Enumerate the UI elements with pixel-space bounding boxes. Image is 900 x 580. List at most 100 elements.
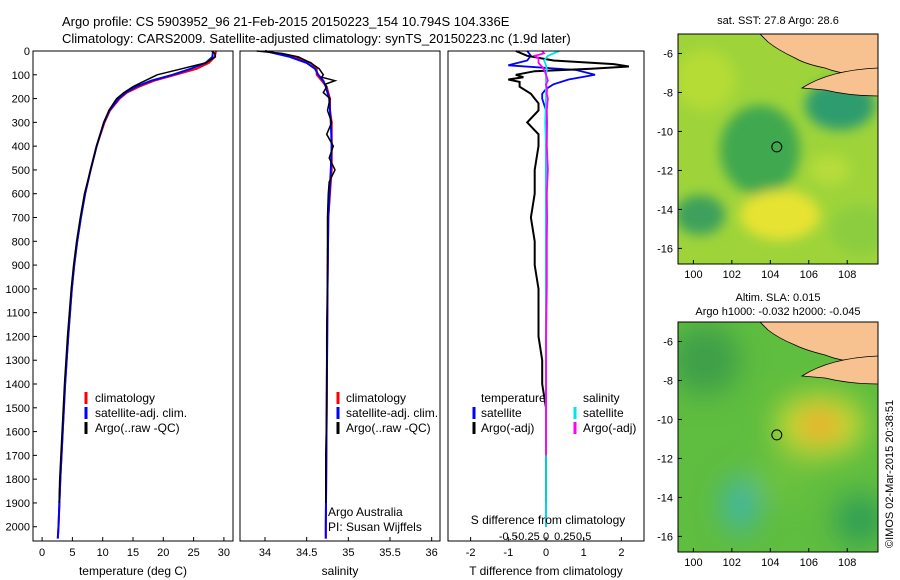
s-difference-ticks: -0.5-0.25 0 0.25 0.5 xyxy=(499,531,592,543)
legend-label-t-satellite: satellite xyxy=(481,406,522,420)
salinity-plot: 34 34.5 35 35.5 36 xyxy=(256,50,438,559)
x-tick-label: -1 xyxy=(503,547,513,559)
map-x-tick-label: 102 xyxy=(723,557,741,569)
legend-label-s-satellite: satellite xyxy=(583,406,624,420)
sst-map-axes: 100 102 104 106 108 -6 -8 -10 -12 -14 -16 xyxy=(657,48,856,281)
legend-heading-temperature: temperature xyxy=(481,391,546,405)
sst-map-title: sat. SST: 27.8 Argo: 28.6 xyxy=(717,15,839,27)
sla-map-frame xyxy=(677,321,879,553)
x-tick-label: 1 xyxy=(581,547,587,559)
x-tick-label: 34.5 xyxy=(296,547,317,559)
depth-tick-label: 1900 xyxy=(6,498,30,510)
sst-map-panel: sat. SST: 27.8 Argo: 28.6 100 102 104 106 10… xyxy=(657,15,879,281)
x-tick-label: 30 xyxy=(218,547,230,559)
series-line-temperature-argo-adj- xyxy=(508,50,630,503)
map-x-tick-label: 100 xyxy=(684,557,702,569)
header-line-1: Argo profile: CS 5903952_96 21-Feb-2015 … xyxy=(62,14,510,29)
depth-tick-label: 0 xyxy=(24,46,30,58)
s-diff-tick-label: 0 xyxy=(543,531,549,543)
x-tick-label: 20 xyxy=(157,547,169,559)
salinity-panel: 34 34.5 35 35.5 36 salinity climatology sate… xyxy=(239,50,441,578)
s-difference-label: S difference from climatology xyxy=(471,513,626,527)
map-y-tick-label: -10 xyxy=(657,414,673,426)
s-diff-tick-label: -0.25 xyxy=(515,531,540,543)
legend-label-t-argo: Argo(-adj) xyxy=(481,421,534,435)
map-y-tick-label: -6 xyxy=(663,336,673,348)
depth-tick-label: 1400 xyxy=(6,379,30,391)
sla-map-subtitle: Argo h1000: -0.032 h2000: -0.045 xyxy=(695,306,860,318)
map-y-tick-label: -14 xyxy=(657,204,673,216)
x-tick-label: 35 xyxy=(342,547,354,559)
series-line-climatology xyxy=(264,50,333,539)
map-y-tick-label: -6 xyxy=(663,48,673,60)
depth-tick-label: 1200 xyxy=(6,331,30,343)
header-line-2: Climatology: CARS2009. Satellite-adjuste… xyxy=(62,31,571,46)
sla-map-title: Altim. SLA: 0.015 xyxy=(736,292,821,304)
difference-legend-salinity: salinity satellite Argo(-adj) xyxy=(573,391,636,435)
sla-map-panel: Altim. SLA: 0.015 Argo h1000: -0.032 h20… xyxy=(657,292,879,569)
depth-tick-label: 2000 xyxy=(6,522,30,534)
x-tick-label: 0 xyxy=(39,547,45,559)
sla-argo-position-marker xyxy=(771,429,783,441)
s-diff-tick-label: -0.5 xyxy=(499,531,518,543)
map-x-tick-label: 104 xyxy=(761,269,779,281)
sst-map-frame xyxy=(677,33,879,265)
depth-tick-label: 200 xyxy=(12,94,30,106)
depth-tick-label: 900 xyxy=(12,260,30,272)
map-y-tick-label: -8 xyxy=(663,375,673,387)
series-line-argo-raw-qc- xyxy=(58,50,217,503)
legend-label-satellite: satellite-adj. clim. xyxy=(95,406,187,420)
map-y-tick-label: -10 xyxy=(657,126,673,138)
x-tick-label: 5 xyxy=(69,547,75,559)
imos-stamp: ©IMOS 02-Mar-2015 20:38:51 xyxy=(884,400,896,548)
salinity-legend: climatology satellite-adj. clim. Argo(..… xyxy=(336,391,438,435)
depth-tick-label: 500 xyxy=(12,165,30,177)
series-line-temperature-satellite xyxy=(508,50,596,527)
sla-map-axes: 100 102 104 106 108 -6 -8 -10 -12 -14 -16 xyxy=(657,336,856,569)
difference-panel: -2 -1 0 1 2 T difference from climatology S … xyxy=(447,50,645,578)
map-y-tick-label: -16 xyxy=(657,531,673,543)
series-line-argo-raw-qc- xyxy=(256,50,338,503)
series-line-satellite-adj-clim- xyxy=(264,50,333,539)
salinity-xlabel: salinity xyxy=(322,564,359,578)
temperature-panel: 0100200300400500600700800900100011001200… xyxy=(6,46,234,578)
x-tick-label: 36 xyxy=(426,547,438,559)
sst-map-field xyxy=(678,34,878,264)
depth-tick-label: 800 xyxy=(12,236,30,248)
depth-tick-label: 1000 xyxy=(6,284,30,296)
x-tick-label: 2 xyxy=(618,547,624,559)
series-line-satellite-adj-clim- xyxy=(56,50,214,539)
sla-map-field xyxy=(678,322,878,552)
temperature-frame xyxy=(32,50,234,542)
difference-plot: -2 -1 0 1 2 xyxy=(466,50,630,559)
map-x-tick-label: 106 xyxy=(800,557,818,569)
map-x-tick-label: 100 xyxy=(684,269,702,281)
x-tick-label: 10 xyxy=(97,547,109,559)
depth-tick-label: 1300 xyxy=(6,355,30,367)
series-line-salinity-argo-adj- xyxy=(532,50,549,456)
series-line-climatology xyxy=(56,50,217,539)
x-tick-label: 25 xyxy=(187,547,199,559)
temperature-xlabel: temperature (deg C) xyxy=(79,564,187,578)
depth-tick-label: 1500 xyxy=(6,403,30,415)
map-x-tick-label: 106 xyxy=(800,269,818,281)
map-y-tick-label: -14 xyxy=(657,492,673,504)
x-tick-label: 35.5 xyxy=(379,547,400,559)
temperature-plot: 0 5 10 15 20 25 30 xyxy=(39,50,230,559)
credit-pi: PI: Susan Wijffels xyxy=(328,520,422,534)
depth-tick-label: 400 xyxy=(12,141,30,153)
legend-label-climatology: climatology xyxy=(95,391,155,405)
depth-tick-label: 600 xyxy=(12,189,30,201)
legend-label-argo: Argo(..raw -QC) xyxy=(95,421,180,435)
map-x-tick-label: 108 xyxy=(838,557,856,569)
map-x-tick-label: 102 xyxy=(723,269,741,281)
map-y-tick-label: -16 xyxy=(657,243,673,255)
map-x-tick-label: 104 xyxy=(761,557,779,569)
sst-argo-position-marker xyxy=(771,141,783,153)
map-y-tick-label: -8 xyxy=(663,87,673,99)
legend-label-s-argo: Argo(-adj) xyxy=(583,421,636,435)
depth-tick-label: 1700 xyxy=(6,450,30,462)
depth-tick-label: 700 xyxy=(12,213,30,225)
legend-label-climatology: climatology xyxy=(346,391,406,405)
